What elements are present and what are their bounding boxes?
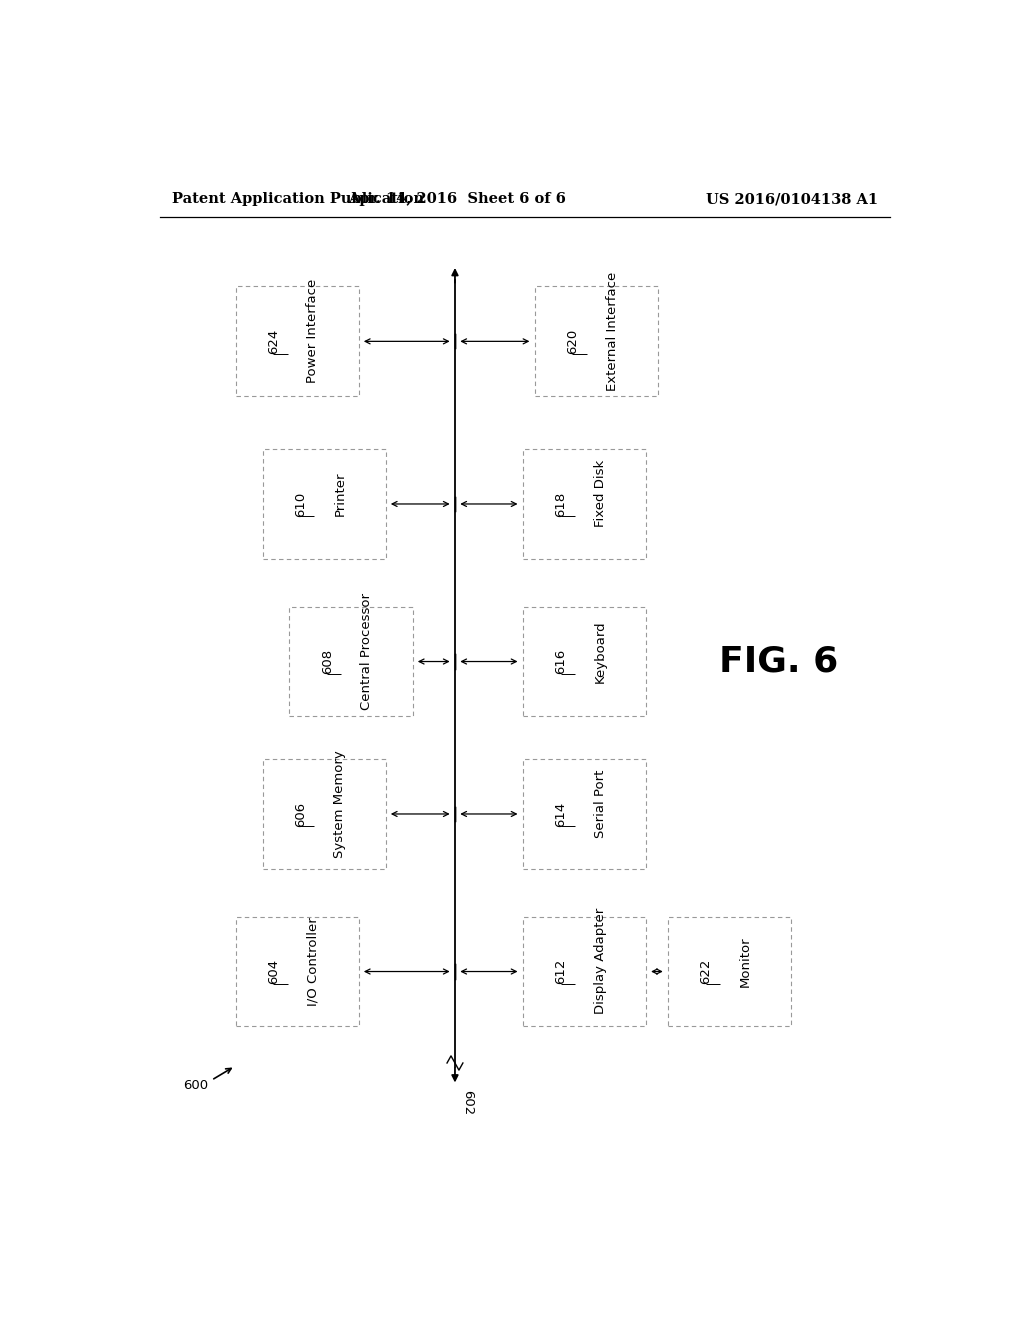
Text: I/O Controller: I/O Controller	[306, 917, 319, 1006]
Text: 618: 618	[554, 491, 567, 516]
Text: 600: 600	[183, 1078, 208, 1092]
Text: Power Interface: Power Interface	[306, 279, 319, 383]
FancyBboxPatch shape	[535, 286, 657, 396]
FancyBboxPatch shape	[523, 759, 646, 869]
Text: 608: 608	[321, 649, 334, 675]
FancyBboxPatch shape	[262, 449, 385, 558]
FancyBboxPatch shape	[290, 607, 413, 717]
Text: Patent Application Publication: Patent Application Publication	[172, 191, 424, 206]
Text: Apr. 14, 2016  Sheet 6 of 6: Apr. 14, 2016 Sheet 6 of 6	[348, 191, 566, 206]
FancyBboxPatch shape	[523, 449, 646, 558]
Text: 610: 610	[294, 491, 307, 516]
Text: 606: 606	[294, 801, 307, 826]
Text: 620: 620	[566, 329, 579, 354]
Text: 614: 614	[554, 801, 567, 826]
Text: 624: 624	[266, 329, 280, 354]
FancyBboxPatch shape	[236, 916, 358, 1027]
Text: Printer: Printer	[334, 471, 346, 516]
Text: Monitor: Monitor	[739, 936, 752, 986]
Text: 604: 604	[266, 958, 280, 985]
Text: 602: 602	[461, 1090, 474, 1115]
Text: Display Adapter: Display Adapter	[594, 908, 606, 1015]
FancyBboxPatch shape	[668, 916, 792, 1027]
Text: 616: 616	[554, 649, 567, 675]
FancyBboxPatch shape	[523, 916, 646, 1027]
Text: 612: 612	[554, 958, 567, 985]
FancyBboxPatch shape	[523, 607, 646, 717]
Text: System Memory: System Memory	[334, 750, 346, 858]
Text: Serial Port: Serial Port	[594, 770, 606, 838]
FancyBboxPatch shape	[236, 286, 358, 396]
Text: FIG. 6: FIG. 6	[719, 644, 839, 678]
Text: Central Processor: Central Processor	[360, 593, 374, 710]
FancyBboxPatch shape	[262, 759, 385, 869]
Text: Keyboard: Keyboard	[594, 620, 606, 682]
Text: Fixed Disk: Fixed Disk	[594, 461, 606, 528]
Text: 622: 622	[699, 958, 713, 985]
Text: External Interface: External Interface	[605, 272, 618, 391]
Text: US 2016/0104138 A1: US 2016/0104138 A1	[706, 191, 878, 206]
